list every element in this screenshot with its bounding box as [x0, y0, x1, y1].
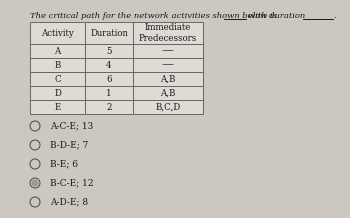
Bar: [30, 22, 85, 44]
Text: with duration: with duration: [248, 12, 305, 20]
Bar: [85, 72, 133, 86]
Circle shape: [30, 197, 40, 207]
Text: C: C: [54, 75, 61, 83]
Bar: [85, 86, 133, 100]
Bar: [30, 72, 85, 86]
Bar: [133, 22, 203, 44]
Bar: [30, 100, 85, 114]
Text: Duration: Duration: [90, 29, 128, 37]
Circle shape: [30, 140, 40, 150]
Text: B-C-E; 12: B-C-E; 12: [50, 179, 93, 187]
Bar: [85, 22, 133, 44]
Bar: [133, 58, 203, 72]
Text: B: B: [54, 61, 61, 70]
Bar: [30, 44, 85, 58]
Bar: [85, 44, 133, 58]
Text: B,C,D: B,C,D: [155, 102, 181, 111]
Text: 5: 5: [106, 46, 112, 56]
Text: —–: —–: [161, 61, 175, 70]
Bar: [30, 58, 85, 72]
Circle shape: [32, 179, 38, 187]
Bar: [133, 100, 203, 114]
Text: E: E: [54, 102, 61, 111]
Text: A-D-E; 8: A-D-E; 8: [50, 198, 88, 206]
Text: A,B: A,B: [160, 75, 176, 83]
Bar: [133, 72, 203, 86]
Text: The critical path for the network activities shown below is: The critical path for the network activi…: [30, 12, 277, 20]
Bar: [30, 86, 85, 100]
Text: 6: 6: [106, 75, 112, 83]
Bar: [133, 44, 203, 58]
Bar: [85, 100, 133, 114]
Text: Activity: Activity: [41, 29, 74, 37]
Circle shape: [30, 121, 40, 131]
Bar: [133, 86, 203, 100]
Text: Immediate
Predecessors: Immediate Predecessors: [139, 23, 197, 43]
Text: .: .: [333, 12, 336, 20]
Text: B-D-E; 7: B-D-E; 7: [50, 140, 88, 150]
Text: 4: 4: [106, 61, 112, 70]
Text: A-C-E; 13: A-C-E; 13: [50, 121, 93, 131]
Text: —–: —–: [161, 46, 175, 56]
Circle shape: [30, 159, 40, 169]
Circle shape: [30, 178, 40, 188]
Text: 1: 1: [106, 89, 112, 97]
Text: A,B: A,B: [160, 89, 176, 97]
Text: B-E; 6: B-E; 6: [50, 160, 78, 169]
Text: 2: 2: [106, 102, 112, 111]
Text: D: D: [54, 89, 61, 97]
Bar: [85, 58, 133, 72]
Text: A: A: [54, 46, 61, 56]
